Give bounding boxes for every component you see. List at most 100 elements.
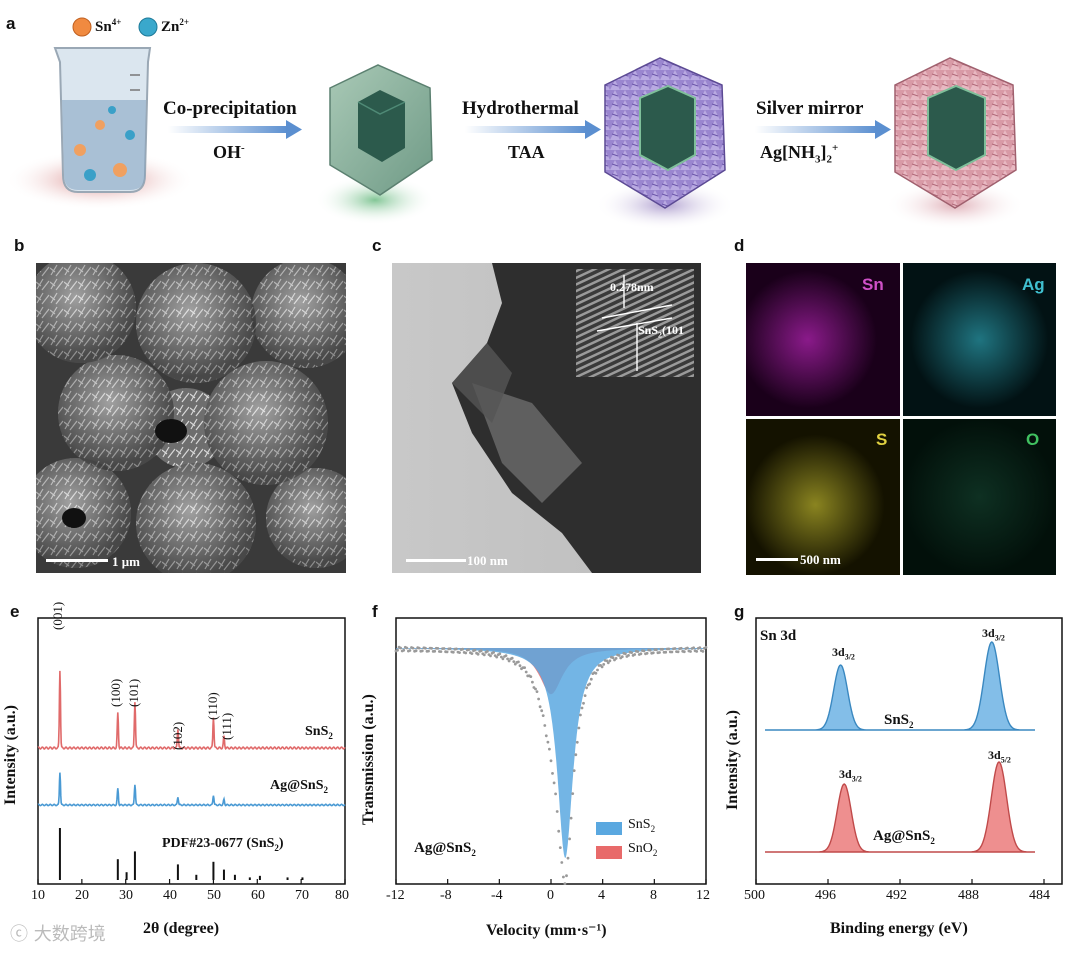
mossbauer-data-point — [608, 659, 612, 663]
mossbauer-series-sns2 — [396, 648, 706, 858]
mossbauer-data-point — [655, 648, 658, 652]
mossbauer-data-points — [394, 645, 708, 885]
mossbauer-data-point — [448, 647, 452, 651]
mossbauer-data-point — [507, 659, 511, 663]
mossbauer-xtick-label: 4 — [598, 888, 605, 903]
mossbauer-data-point — [575, 740, 579, 744]
mossbauer-data-point — [541, 714, 545, 717]
mossbauer-xtick-label: 0 — [547, 888, 554, 903]
schematic-illustration — [5, 17, 1025, 230]
eds-label-sn: Sn — [862, 275, 884, 294]
mossbauer-data-point — [620, 655, 624, 659]
xps-xtick-labels: 500 496 492 488 484 — [720, 888, 1067, 908]
xps-peak-label: 3d3/2 — [832, 645, 855, 662]
mossbauer-data-point — [572, 769, 576, 772]
mossbauer-data-point — [408, 649, 412, 652]
xps-peak-label: 3d5/2 — [988, 748, 1011, 765]
xrd-xtick-label: 40 — [163, 888, 177, 903]
mossbauer-data-point — [544, 734, 548, 738]
mossbauer-data-point — [445, 650, 449, 654]
xrd-series-sns2 — [37, 670, 346, 751]
mossbauer-data-point — [543, 724, 547, 727]
mossbauer-data-point — [611, 656, 615, 660]
mossbauer-data-point — [577, 726, 581, 730]
mossbauer-data-point — [535, 690, 539, 693]
sem-image — [36, 263, 346, 573]
mossbauer-data-point — [627, 654, 630, 657]
xrd-legend-agsns2: Ag@SnS2 — [270, 778, 328, 795]
panel-label-d: d — [734, 236, 745, 255]
mossbauer-data-point — [664, 650, 668, 654]
mossbauer-data-point — [492, 651, 495, 654]
mossbauer-data-point — [549, 759, 553, 763]
xrd-xlabel: 2θ (degree) — [143, 920, 220, 937]
xps-chart — [755, 617, 1063, 885]
mossbauer-data-point — [565, 874, 568, 878]
mossbauer-data-point — [524, 670, 528, 674]
xrd-reference-label: PDF#23-0677 (SnS2) — [162, 836, 284, 853]
mossbauer-data-point — [667, 647, 671, 651]
mossbauer-xtick-label: 12 — [696, 888, 710, 903]
step3-reagent: Ag[NH3]2+ — [760, 142, 839, 166]
mossbauer-data-point — [518, 664, 522, 668]
xps-legend-sns2: SnS2 — [884, 712, 914, 730]
mossbauer-x-ticks — [395, 879, 707, 884]
xrd-peak-label: (101) — [126, 678, 141, 707]
xrd-legend-sns2: SnS2 — [305, 724, 333, 741]
mossbauer-legend-sno2: SnO2 — [628, 841, 658, 858]
mossbauer-data-point — [554, 792, 557, 796]
mossbauer-data-point — [517, 660, 520, 664]
panel-label-f: f — [372, 602, 378, 621]
xps-xlabel: Binding energy (eV) — [830, 920, 968, 937]
xps-series-agsns2 — [765, 761, 1035, 853]
mossbauer-data-point — [534, 687, 537, 691]
mossbauer-data-point — [540, 709, 544, 713]
watermark: ⓒ 大数跨境 — [10, 924, 106, 945]
mossbauer-data-point — [486, 650, 489, 653]
mossbauer-data-point — [396, 648, 399, 652]
mossbauer-data-point — [645, 651, 649, 655]
step1-label: Co-precipitation — [163, 98, 297, 119]
mossbauer-ylabel: Transmission (a.u.) — [360, 694, 377, 825]
step1-reagent: OH- — [213, 142, 245, 162]
sem-scale-label: 1 μm — [112, 554, 140, 569]
mossbauer-legend-sns2: SnS2 — [628, 817, 656, 834]
xrd-chart — [37, 617, 346, 885]
mossbauer-data-point — [531, 680, 534, 684]
xrd-peak-label: (001) — [50, 601, 65, 630]
mossbauer-xtick-label: -12 — [386, 888, 405, 903]
xrd-xtick-labels: 10 20 30 40 50 60 70 80 — [0, 888, 360, 908]
mossbauer-data-point — [558, 846, 562, 849]
mossbauer-data-point — [661, 647, 664, 651]
xrd-xtick-label: 10 — [31, 888, 45, 903]
mossbauer-data-point — [467, 648, 471, 651]
mossbauer-data-point — [562, 875, 565, 879]
mossbauer-data-point — [596, 668, 599, 672]
mossbauer-chart — [394, 617, 708, 885]
mossbauer-data-point — [648, 648, 652, 652]
mossbauer-data-point — [682, 650, 686, 654]
xrd-peak-label: (111) — [219, 712, 234, 740]
mossbauer-data-point — [470, 652, 474, 655]
mossbauer-data-point — [569, 816, 573, 820]
xps-peak-label: 3d3/2 — [982, 626, 1005, 643]
mossbauer-data-point — [563, 882, 567, 885]
xrd-ylabel: Intensity (a.u.) — [2, 704, 19, 805]
panel-label-b: b — [14, 236, 25, 255]
mossbauer-data-point — [489, 654, 492, 658]
mossbauer-data-point — [630, 651, 633, 654]
mossbauer-data-point — [523, 666, 526, 669]
mossbauer-data-point — [411, 646, 415, 650]
mossbauer-data-point — [676, 650, 680, 654]
mossbauer-data-point — [589, 677, 593, 681]
mossbauer-data-point — [498, 652, 502, 656]
mossbauer-xtick-label: -8 — [440, 888, 452, 903]
mossbauer-data-point — [686, 646, 689, 650]
mossbauer-data-point — [600, 665, 604, 669]
mossbauer-data-point — [414, 649, 418, 653]
xps-ylabel: Intensity (a.u.) — [724, 709, 741, 810]
mossbauer-data-point — [417, 646, 421, 650]
xps-xtick-label: 500 — [744, 888, 765, 903]
xrd-xtick-label: 30 — [119, 888, 133, 903]
eds-label-s: S — [876, 430, 888, 449]
